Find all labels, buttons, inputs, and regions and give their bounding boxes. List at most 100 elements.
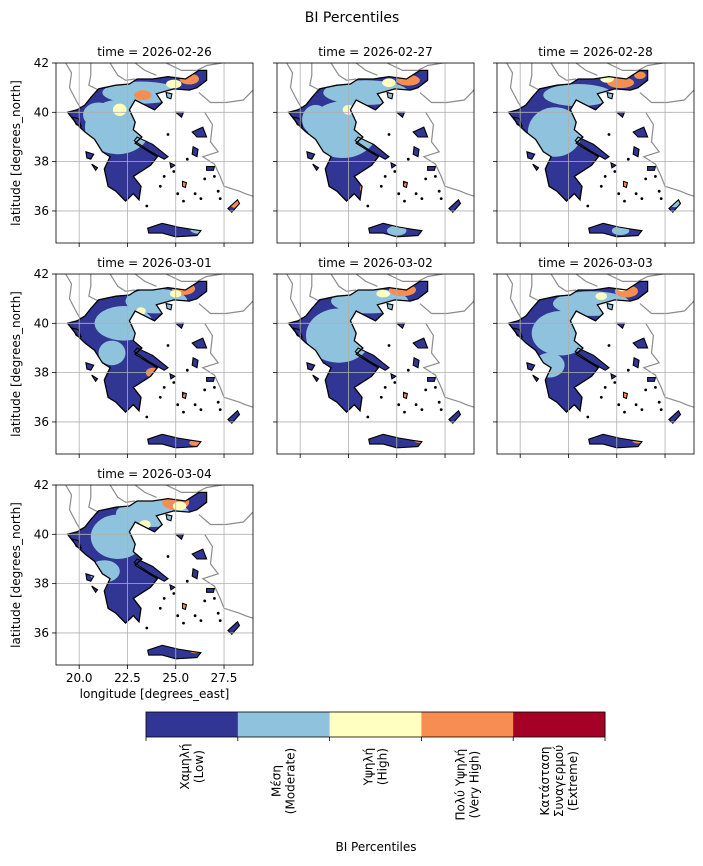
small-island [439, 408, 443, 411]
neighbour-border [506, 63, 527, 116]
island-coastline [85, 151, 95, 160]
risk-region [172, 501, 187, 511]
neighbour-border [198, 300, 253, 315]
risk-region [134, 90, 152, 100]
island-coastline [368, 433, 423, 449]
small-island [213, 175, 216, 178]
small-island [414, 403, 418, 407]
small-island [383, 175, 387, 178]
small-island [166, 133, 170, 136]
small-island [424, 177, 428, 181]
island-coastline [632, 356, 640, 369]
island-coastline [181, 391, 188, 400]
island-coastline [632, 337, 649, 349]
island-coastline [71, 538, 83, 549]
island-coastline [191, 145, 199, 158]
small-island [203, 388, 207, 392]
island-coastline [71, 327, 83, 338]
small-island [213, 386, 216, 389]
small-island [387, 133, 391, 136]
small-island [199, 408, 203, 411]
y-tick-label: 42 [34, 267, 49, 281]
island-coastline [85, 573, 95, 582]
small-island [387, 344, 391, 347]
colorbar-tick-label: ΚατάστασηΣυναγερμού(Extreme) [538, 745, 580, 817]
neighbour-border [386, 63, 444, 72]
small-island [172, 592, 176, 595]
colorbar-tick-label-line: Υψηλή [362, 748, 376, 787]
greece-coastline [507, 69, 649, 203]
neighbour-border [109, 485, 136, 503]
island-coastline [169, 372, 176, 380]
small-island [654, 175, 657, 178]
island-coastline [588, 433, 643, 449]
greece-coastline [66, 280, 208, 414]
island-coastline [292, 327, 304, 338]
island-coastline [147, 644, 202, 660]
small-island [182, 410, 185, 414]
island-coastline [133, 558, 169, 582]
small-island [176, 403, 180, 407]
panel-title: time = 2026-02-28 [538, 45, 653, 59]
island-coastline [292, 116, 304, 127]
small-island [626, 157, 630, 161]
neighbour-border [330, 274, 357, 292]
small-island [193, 403, 197, 407]
small-island [166, 344, 170, 347]
island-coastline [532, 374, 540, 383]
y-tick-label: 38 [34, 366, 49, 380]
small-island [644, 177, 648, 181]
small-island [659, 197, 663, 201]
axes-frame [55, 484, 254, 666]
small-island [623, 199, 626, 203]
island-coastline [206, 166, 216, 171]
small-island [145, 626, 149, 630]
island-coastline [368, 222, 423, 238]
risk-region [382, 78, 396, 88]
colorbar-tick-label-line: (Extreme) [566, 751, 580, 811]
small-island [434, 175, 437, 178]
small-island [366, 204, 370, 208]
colorbar-tick-label-line: Συναγερμού [552, 745, 566, 817]
island-coastline [85, 362, 95, 371]
neighbour-border [355, 274, 378, 287]
small-island [603, 386, 607, 389]
neighbour-border [165, 485, 223, 493]
neighbour-border [134, 274, 157, 287]
colorbar-tick-label-line: (High) [376, 748, 390, 785]
neighbour-border [201, 111, 253, 197]
small-island [603, 175, 607, 178]
axes-frame [276, 273, 475, 455]
island-coastline [386, 302, 394, 311]
island-coastline [147, 433, 202, 449]
colorbar-tick-label: Χαμηλή(Low) [178, 744, 206, 790]
risk-region [112, 103, 127, 117]
colorbar-tick-label: Πολύ Υψηλή(Very High) [453, 749, 481, 821]
y-tick-label: 38 [34, 577, 49, 591]
colorbar-tick-label-line: Πολύ Υψηλή [453, 749, 467, 821]
small-island [420, 408, 424, 411]
island-coastline [191, 356, 199, 369]
small-island [623, 410, 626, 414]
neighbour-border [201, 533, 253, 619]
island-coastline [390, 372, 397, 380]
island-coastline [165, 91, 173, 100]
island-coastline [574, 347, 610, 371]
island-coastline [354, 347, 390, 371]
axes-frame [276, 62, 475, 244]
neighbour-border [165, 63, 223, 72]
panel: time = 2026-03-04 20.0 22.5 25.0 27.5 36 38 40 4… [9, 467, 254, 701]
island-coastline [147, 222, 202, 238]
small-island [403, 410, 406, 414]
risk-region [166, 79, 182, 89]
small-island [199, 619, 203, 622]
y-tick-label: 42 [34, 478, 49, 492]
island-coastline [312, 163, 320, 172]
island-coastline [412, 145, 420, 158]
island-coastline [91, 585, 99, 594]
island-coastline [610, 161, 617, 169]
y-axis-label: latitude [degrees_north] [9, 291, 23, 437]
neighbour-border [606, 63, 664, 72]
x-axis-label: longitude [degrees_east] [80, 687, 230, 701]
neighbour-border [606, 274, 664, 282]
